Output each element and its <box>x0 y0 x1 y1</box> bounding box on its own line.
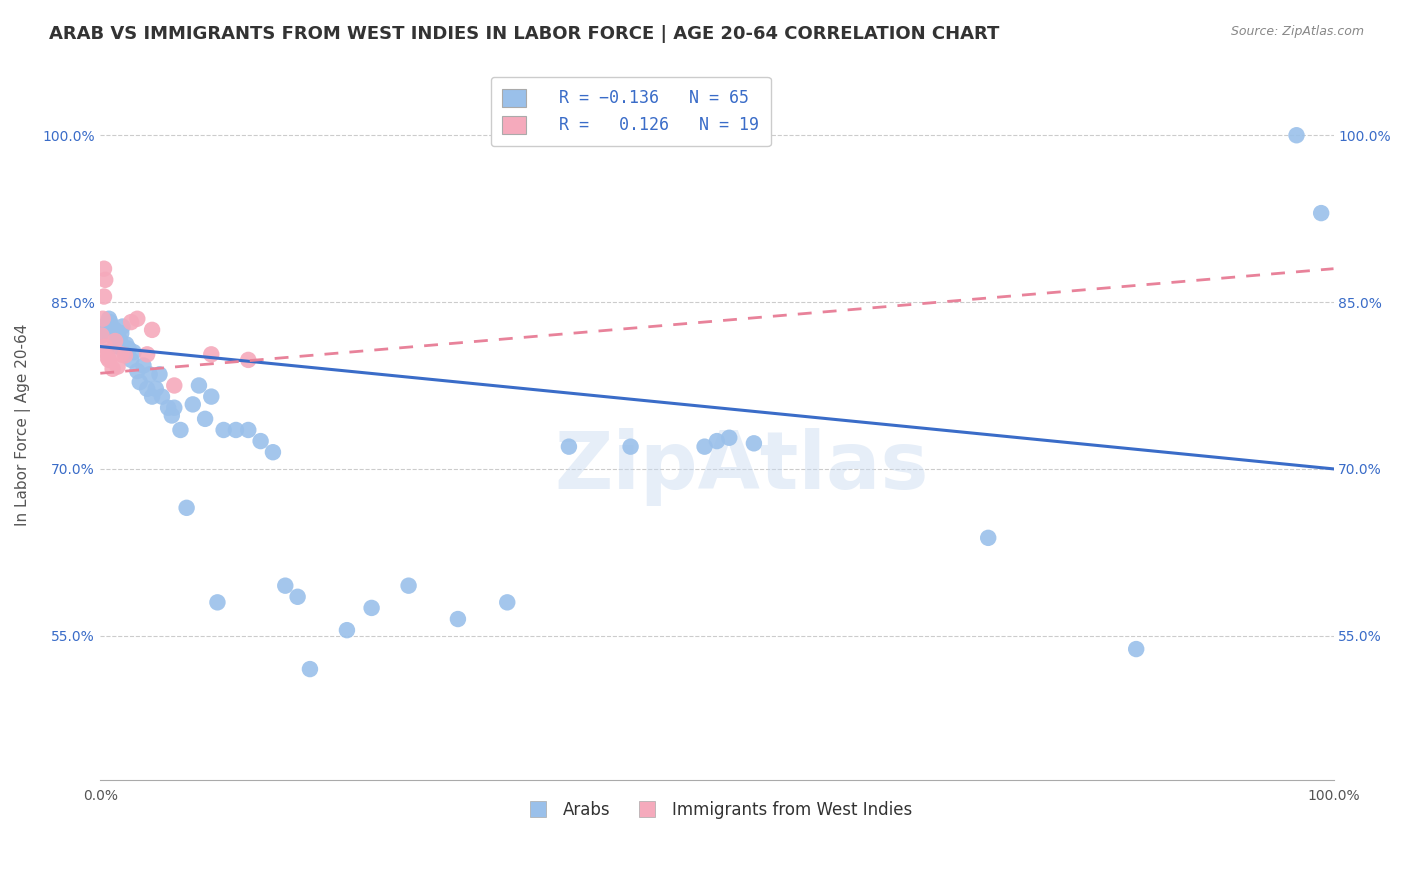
Point <box>110 347 132 361</box>
Point <box>97 311 120 326</box>
Point <box>97 352 120 367</box>
Point <box>157 401 180 415</box>
Point <box>136 347 159 361</box>
Point <box>97 323 120 337</box>
Point <box>94 340 117 354</box>
Point <box>122 345 145 359</box>
Point <box>100 319 122 334</box>
Point <box>117 342 139 356</box>
Point <box>90 328 112 343</box>
Text: Source: ZipAtlas.com: Source: ZipAtlas.com <box>1230 25 1364 38</box>
Legend: Arabs, Immigrants from West Indies: Arabs, Immigrants from West Indies <box>515 794 920 825</box>
Point <box>101 361 124 376</box>
Point <box>287 590 309 604</box>
Point <box>238 423 260 437</box>
Point <box>93 323 115 337</box>
Point <box>114 348 136 362</box>
Point <box>274 579 297 593</box>
Y-axis label: In Labor Force | Age 20-64: In Labor Force | Age 20-64 <box>15 323 31 525</box>
Point <box>447 612 470 626</box>
Point <box>200 390 222 404</box>
Point <box>693 440 716 454</box>
Point <box>93 261 115 276</box>
Point <box>336 623 359 637</box>
Point <box>93 289 115 303</box>
Point <box>90 328 112 343</box>
Point <box>742 436 765 450</box>
Point <box>1125 642 1147 657</box>
Point <box>194 412 217 426</box>
Point <box>105 334 128 348</box>
Point <box>108 334 131 348</box>
Point <box>128 375 150 389</box>
Point <box>94 273 117 287</box>
Point <box>107 340 129 354</box>
Point <box>398 579 420 593</box>
Point <box>207 595 229 609</box>
Point <box>558 440 581 454</box>
Point <box>160 409 183 423</box>
Point <box>148 368 170 382</box>
Point <box>104 334 127 348</box>
Point <box>496 595 519 609</box>
Point <box>360 601 382 615</box>
Point <box>107 359 129 374</box>
Point <box>1310 206 1333 220</box>
Point <box>977 531 1000 545</box>
Point <box>136 382 159 396</box>
Point <box>706 434 728 448</box>
Point <box>200 347 222 361</box>
Point <box>145 382 167 396</box>
Point <box>262 445 284 459</box>
Point <box>101 328 124 343</box>
Point <box>141 390 163 404</box>
Point <box>115 337 138 351</box>
Point <box>132 359 155 373</box>
Point <box>619 440 641 454</box>
Point <box>112 342 135 356</box>
Point <box>111 319 134 334</box>
Point <box>91 311 114 326</box>
Point <box>150 390 173 404</box>
Point <box>110 326 132 341</box>
Point <box>181 397 204 411</box>
Point <box>163 378 186 392</box>
Point <box>169 423 191 437</box>
Point <box>114 345 136 359</box>
Point <box>298 662 321 676</box>
Text: ARAB VS IMMIGRANTS FROM WEST INDIES IN LABOR FORCE | AGE 20-64 CORRELATION CHART: ARAB VS IMMIGRANTS FROM WEST INDIES IN L… <box>49 25 1000 43</box>
Point <box>120 352 142 367</box>
Point <box>97 351 120 365</box>
Point <box>120 315 142 329</box>
Point <box>225 423 247 437</box>
Point <box>718 431 741 445</box>
Point <box>212 423 235 437</box>
Point <box>96 345 118 359</box>
Point <box>141 323 163 337</box>
Point <box>107 331 129 345</box>
Point <box>96 318 118 332</box>
Point <box>1285 128 1308 143</box>
Point <box>188 378 211 392</box>
Point <box>103 331 125 345</box>
Point <box>127 311 149 326</box>
Text: ZipAtlas: ZipAtlas <box>554 428 929 506</box>
Point <box>176 500 198 515</box>
Point <box>118 342 141 356</box>
Point <box>238 352 260 367</box>
Point <box>104 323 127 337</box>
Point <box>163 401 186 415</box>
Point <box>249 434 271 448</box>
Point <box>127 364 149 378</box>
Point <box>98 315 121 329</box>
Point <box>138 368 160 382</box>
